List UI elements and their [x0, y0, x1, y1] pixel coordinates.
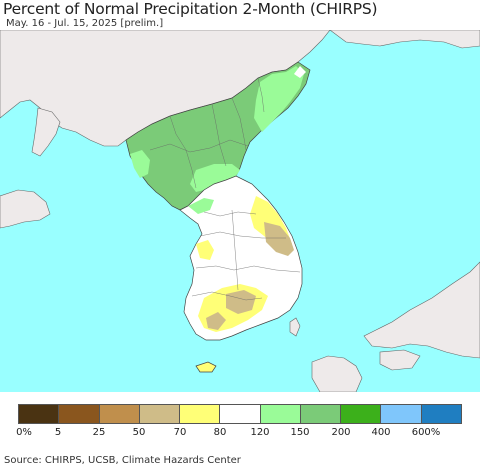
jeju-island — [195, 361, 217, 373]
legend-label-6: 120 — [250, 427, 270, 438]
legend-labels: 0% 5 25 50 70 80 120 150 200 400 600% — [0, 427, 480, 441]
map-subtitle: May. 16 - Jul. 15, 2025 [prelim.] — [6, 18, 164, 29]
liaodong-peninsula — [31, 107, 61, 157]
legend-swatch-6 — [260, 405, 301, 423]
legend-label-0: 0% — [16, 427, 32, 438]
province-boundaries — [149, 77, 301, 301]
south-korea-green-north — [188, 198, 214, 214]
legend-label-8: 200 — [331, 427, 351, 438]
legend-swatch-5 — [220, 405, 261, 423]
legend-swatch-10 — [421, 405, 461, 423]
legend-swatch-2 — [99, 405, 140, 423]
legend-swatch-4 — [180, 405, 221, 423]
legend-label-4: 70 — [173, 427, 187, 438]
legend-swatch-1 — [59, 405, 100, 423]
map-title: Percent of Normal Precipitation 2-Month … — [3, 0, 378, 18]
source-credit: Source: CHIRPS, UCSB, Climate Hazards Ce… — [4, 455, 241, 466]
south-korea-dry-west — [196, 240, 214, 260]
north-korea-light-west — [130, 150, 150, 178]
precipitation-map — [0, 30, 480, 392]
legend-label-10: 600% — [411, 427, 441, 438]
legend-swatch-9 — [381, 405, 422, 423]
legend-swatch-3 — [139, 405, 181, 423]
legend-label-3: 50 — [132, 427, 146, 438]
legend-label-2: 25 — [92, 427, 106, 438]
japan-kyushu — [311, 355, 363, 392]
japan-shikoku — [379, 349, 421, 371]
legend-label-5: 80 — [213, 427, 227, 438]
legend-swatch-7 — [300, 405, 342, 423]
color-legend — [18, 404, 462, 424]
tsushima-island — [289, 317, 301, 337]
legend-swatch-0 — [19, 405, 60, 423]
south-korea-tan-south — [226, 290, 256, 314]
south-korea-tan-east — [264, 222, 294, 256]
russia-northeast — [329, 30, 480, 49]
legend-swatch-8 — [341, 405, 382, 423]
north-korea-light-south — [190, 164, 240, 192]
shandong-coast — [0, 189, 51, 229]
legend-label-9: 400 — [371, 427, 391, 438]
north-korea-light-east — [254, 66, 304, 132]
legend-label-1: 5 — [54, 427, 62, 438]
legend-label-7: 150 — [290, 427, 310, 438]
north-korea-white-patch — [294, 66, 306, 78]
japan-honshu — [363, 261, 480, 359]
south-korea-tan-southwest — [206, 312, 226, 330]
